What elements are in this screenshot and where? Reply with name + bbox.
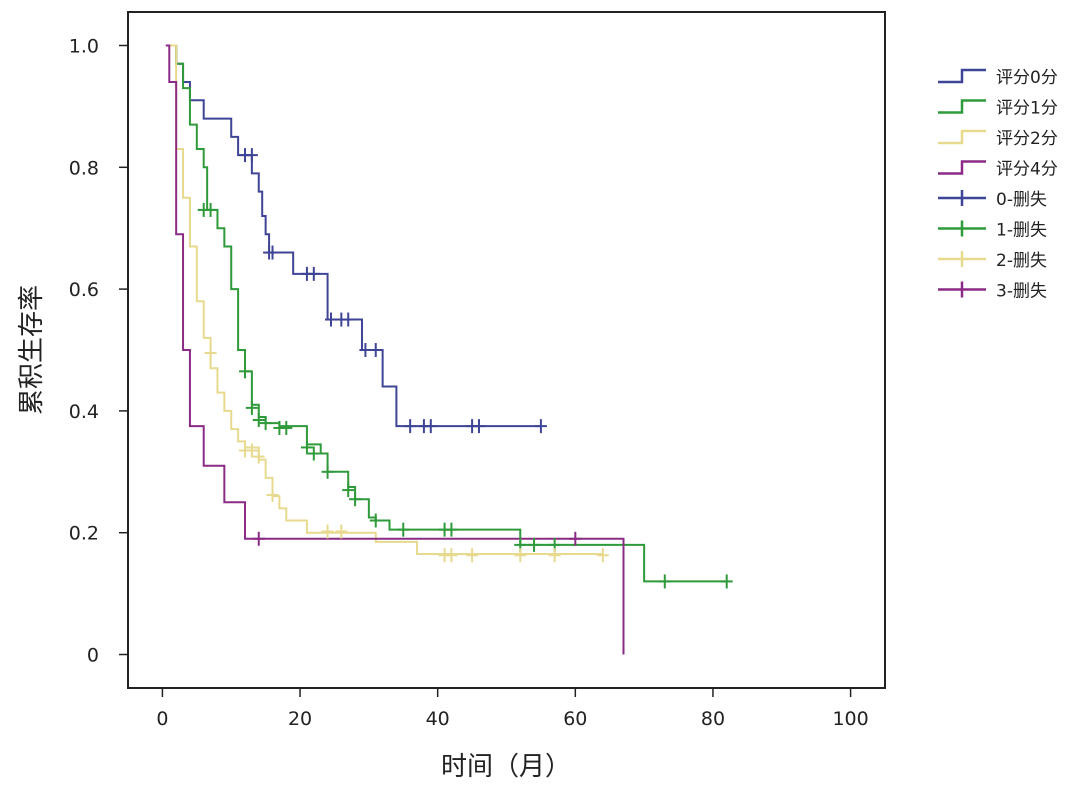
legend-label: 评分1分 <box>996 99 1058 119</box>
x-axis-title: 时间（月） <box>441 752 571 782</box>
legend-swatch-step <box>938 129 986 145</box>
y-tick-label: 0.8 <box>69 157 99 179</box>
survival-curve-series-3 <box>165 44 625 655</box>
x-tick-label: 100 <box>832 708 868 730</box>
legend-label: 0-删失 <box>996 190 1047 210</box>
y-tick-label: 0.4 <box>69 401 99 423</box>
censor-mark-series-2 <box>335 524 348 539</box>
censor-mark-series-0 <box>245 148 258 163</box>
legend-swatch-censor <box>938 281 986 298</box>
legend-swatch-step <box>938 68 986 84</box>
survival-curve-series-2 <box>169 44 603 556</box>
legend-label: 评分4分 <box>996 160 1058 180</box>
censor-mark-series-0 <box>266 245 279 260</box>
censor-mark-series-2 <box>245 443 258 458</box>
censor-mark-series-1 <box>349 492 362 507</box>
censor-mark-series-1 <box>238 364 251 379</box>
x-axis-ticks: 0 20 40 60 80 100 <box>156 688 869 730</box>
censor-mark-series-0 <box>325 312 338 327</box>
censor-mark-series-0 <box>472 419 485 434</box>
censor-mark-series-0 <box>369 343 382 357</box>
legend-swatch-step <box>938 160 986 175</box>
censor-mark-series-1 <box>369 513 382 528</box>
censor-mark-series-1 <box>397 522 410 537</box>
censor-mark-series-1 <box>280 420 293 435</box>
y-tick-label: 0.2 <box>69 523 99 545</box>
censor-mark-series-2 <box>466 548 479 563</box>
plot-frame <box>127 11 886 689</box>
censor-mark-series-2 <box>445 548 458 563</box>
x-tick-label: 80 <box>701 708 725 730</box>
x-tick-label: 20 <box>288 708 312 730</box>
y-axis-ticks: 0 0.2 0.4 0.6 0.8 1.0 <box>69 35 128 667</box>
censor-mark-series-1 <box>307 446 320 461</box>
censor-mark-series-0 <box>534 419 547 434</box>
censor-mark-series-2 <box>548 548 561 563</box>
legend-label: 评分2分 <box>996 129 1058 149</box>
legend-label: 3-删失 <box>996 282 1047 302</box>
censor-mark-series-0 <box>424 419 437 434</box>
y-tick-label: 0.6 <box>69 279 99 301</box>
censor-mark-series-1 <box>245 400 258 415</box>
legend-swatch-censor <box>938 220 986 237</box>
censor-mark-series-1 <box>528 537 541 552</box>
x-tick-label: 40 <box>426 708 450 730</box>
censor-mark-series-3 <box>569 531 582 546</box>
censor-mark-series-2 <box>204 346 217 361</box>
censor-mark-series-0 <box>404 419 417 434</box>
censor-mark-series-2 <box>266 487 279 502</box>
censor-mark-series-1 <box>342 483 355 498</box>
x-tick-label: 0 <box>156 708 168 730</box>
legend-swatch-censor <box>938 251 986 267</box>
censor-mark-series-1 <box>720 574 733 589</box>
censor-mark-series-1 <box>300 440 313 455</box>
censor-mark-series-0 <box>342 312 355 327</box>
censor-mark-series-1 <box>321 464 334 479</box>
censor-mark-series-2 <box>514 548 527 563</box>
censor-mark-series-2 <box>596 548 609 563</box>
y-axis-title: 累积生存率 <box>17 285 47 415</box>
x-tick-label: 60 <box>563 708 587 730</box>
y-tick-label: 1.0 <box>69 35 99 57</box>
censor-mark-series-0 <box>359 343 372 357</box>
legend-label: 评分0分 <box>996 68 1058 88</box>
censor-mark-series-1 <box>204 202 217 217</box>
censor-mark-series-1 <box>252 413 265 428</box>
series-layer <box>165 44 727 655</box>
censor-mark-series-2 <box>321 524 334 539</box>
censor-mark-series-1 <box>658 574 671 589</box>
censor-mark-series-1 <box>445 522 458 537</box>
legend-label: 1-删失 <box>996 221 1047 241</box>
censor-mark-series-1 <box>259 416 272 431</box>
legend-swatch-step <box>938 99 986 114</box>
y-tick-label: 0 <box>87 645 99 667</box>
legend-label: 2-删失 <box>996 251 1047 271</box>
legend-swatch-censor <box>938 190 986 206</box>
censor-layer <box>197 148 733 589</box>
censor-mark-series-0 <box>307 266 320 281</box>
censor-mark-series-3 <box>252 531 265 546</box>
survival-curve-series-1 <box>165 44 727 583</box>
censor-mark-series-2 <box>252 449 265 464</box>
